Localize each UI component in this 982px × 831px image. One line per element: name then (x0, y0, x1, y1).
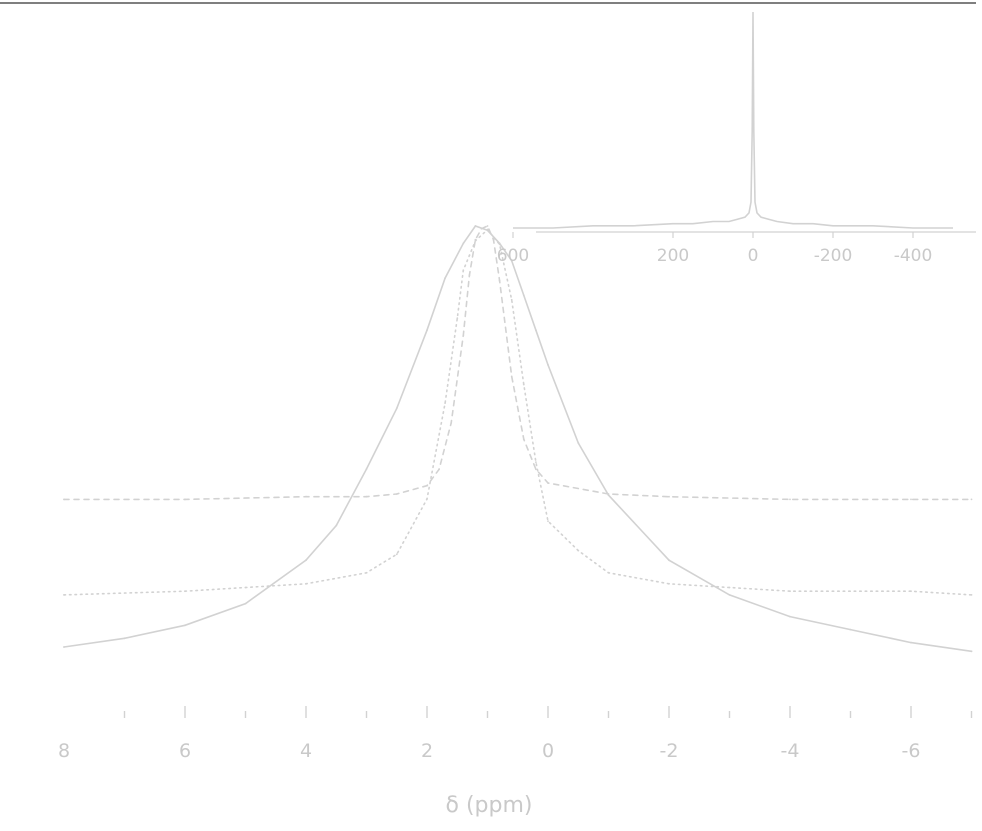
series-2-point-1 (184, 498, 186, 501)
series-0-point-6 (365, 468, 368, 470)
series-1-point-5 (395, 553, 398, 556)
series-0-point-24 (910, 641, 912, 644)
series-0-point-3 (244, 602, 247, 605)
series-0-point-5 (335, 524, 338, 527)
main-x-axis: 8 6 4 2 0 -2 -4 -6 (58, 706, 973, 762)
inset-panel: 600 200 0 -200 -400 (497, 11, 976, 266)
series-2-point-8 (462, 334, 465, 337)
series-2-point-13 (492, 238, 495, 241)
series-1-point-18 (577, 549, 580, 552)
series-2-point-19 (607, 493, 610, 495)
main-curves-group (63, 224, 973, 653)
series-1-point-7 (444, 402, 446, 404)
series-0-point-14 (510, 259, 513, 262)
series-0-point-25 (970, 650, 973, 653)
series-0-point-10 (462, 242, 465, 245)
x-tick-label: 4 (300, 740, 312, 762)
series-0-point-11 (474, 225, 477, 227)
series-2-point-14 (498, 279, 501, 282)
series-1-point-6 (426, 498, 428, 500)
series-0-point-0 (63, 646, 65, 648)
series-2-point-20 (668, 495, 670, 498)
series-0-point-22 (789, 615, 791, 618)
series-1-point-14 (510, 298, 513, 301)
series-0-point-8 (426, 329, 428, 332)
series-1-point-12 (486, 228, 489, 231)
series-0-point-16 (535, 329, 537, 332)
x-tick-label: 6 (179, 740, 191, 762)
series-2-point-2 (305, 495, 307, 498)
series-0-point-7 (395, 407, 398, 410)
inset-series-line-0 (513, 11, 953, 229)
series-1-point-19 (607, 571, 610, 574)
series-0-point-23 (849, 628, 852, 631)
series-0-point-4 (305, 559, 307, 562)
series-2-point-9 (468, 274, 471, 277)
series-1-point-20 (668, 582, 670, 585)
inset-tick-label: -200 (814, 246, 853, 266)
series-2-point-10 (474, 238, 477, 241)
series-2-point-5 (426, 484, 428, 487)
inset-tick-label: 200 (657, 246, 689, 266)
series-1-point-21 (728, 586, 731, 589)
series-2-point-12 (486, 225, 489, 227)
series-2-point-18 (547, 482, 549, 484)
series-1-point-0 (63, 594, 65, 596)
series-1-point-4 (365, 571, 368, 574)
x-tick-label: -2 (660, 740, 679, 762)
series-0-point-15 (522, 294, 525, 297)
series-1-point-22 (789, 590, 791, 593)
series-1-point-10 (468, 254, 471, 257)
series-2-point-7 (450, 422, 453, 424)
series-2-point-6 (438, 468, 440, 471)
series-2-point-4 (395, 493, 398, 495)
series-2-point-11 (480, 227, 483, 230)
series-1-point-15 (522, 383, 525, 386)
series-1-point-3 (305, 582, 307, 585)
series-0-point-20 (668, 559, 670, 562)
series-2-point-23 (970, 498, 973, 501)
x-axis-title: δ (ppm) (446, 793, 533, 818)
series-1-point-9 (462, 269, 465, 272)
series-1-point-23 (910, 590, 912, 593)
series-line-0 (63, 225, 973, 653)
x-tick-label: 0 (542, 740, 554, 762)
series-0-point-21 (728, 594, 731, 596)
series-1-point-24 (970, 594, 973, 596)
series-1-point-13 (498, 243, 501, 246)
x-tick-label: 2 (421, 740, 433, 762)
series-0-point-17 (547, 364, 549, 366)
series-2-point-17 (535, 468, 537, 471)
series-line-2 (63, 224, 973, 501)
x-tick-label: -4 (781, 740, 800, 762)
series-1-point-17 (547, 520, 549, 522)
series-1-point-1 (184, 590, 186, 593)
inset-tick-label: -400 (894, 246, 933, 266)
series-2-point-3 (365, 495, 368, 498)
series-1-point-2 (244, 586, 247, 589)
series-0-point-18 (577, 442, 580, 444)
series-1-point-16 (535, 461, 537, 463)
series-2-point-15 (510, 375, 513, 378)
series-2-point-0 (63, 498, 65, 501)
series-0-point-9 (444, 277, 446, 279)
series-line-1 (63, 228, 973, 596)
series-2-point-16 (522, 438, 525, 441)
series-0-point-1 (123, 637, 126, 640)
series-2-point-21 (789, 498, 791, 501)
series-1-point-8 (456, 317, 459, 320)
x-tick-label: -6 (902, 740, 921, 762)
series-0-point-2 (184, 624, 186, 627)
x-tick-label: 8 (58, 740, 70, 762)
series-2-point-22 (910, 498, 912, 501)
inset-tick-label: 600 (497, 246, 529, 266)
inset-tick-label: 0 (748, 246, 759, 266)
